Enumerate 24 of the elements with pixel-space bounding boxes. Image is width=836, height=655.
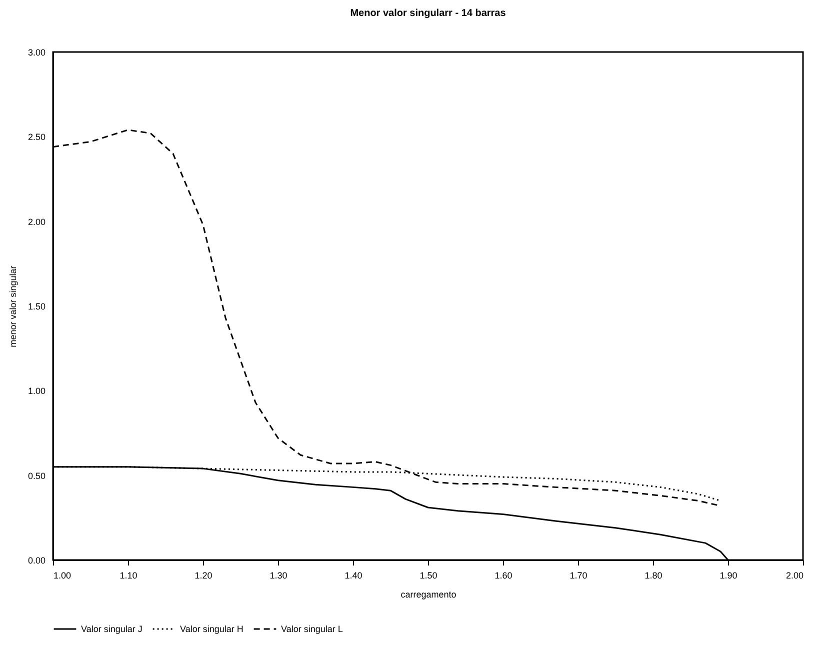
y-tick-label: 1.50 [28, 302, 46, 312]
x-tick-label: 1.00 [54, 570, 72, 580]
legend-label: Valor singular J [81, 624, 142, 634]
x-tick-label: 1.70 [570, 570, 588, 580]
x-tick-label: 1.30 [270, 570, 288, 580]
legend-label: Valor singular H [180, 624, 244, 634]
x-tick-label: 1.60 [494, 570, 512, 580]
y-tick-label: 3.00 [28, 48, 46, 58]
x-tick-label: 1.40 [344, 570, 362, 580]
x-tick-label: 1.20 [194, 570, 212, 580]
y-tick-label: 2.00 [28, 216, 46, 227]
x-tick-label: 2.00 [786, 570, 804, 580]
y-axis-title: menor valor singular [8, 266, 18, 348]
x-tick-label: 1.50 [420, 570, 438, 580]
x-axis-title: carregamento [400, 590, 456, 600]
legend-label: Valor singular L [281, 624, 343, 634]
y-tick-label: 0.00 [28, 556, 46, 566]
y-tick-label: 0.50 [28, 470, 46, 481]
x-tick-label: 1.10 [120, 570, 138, 580]
chart-title: Menor valor singularr - 14 barras [350, 8, 506, 19]
y-tick-label: 1.00 [28, 386, 46, 396]
x-tick-label: 1.80 [644, 570, 662, 580]
y-tick-label: 2.50 [28, 132, 46, 142]
x-tick-label: 1.90 [720, 570, 738, 580]
